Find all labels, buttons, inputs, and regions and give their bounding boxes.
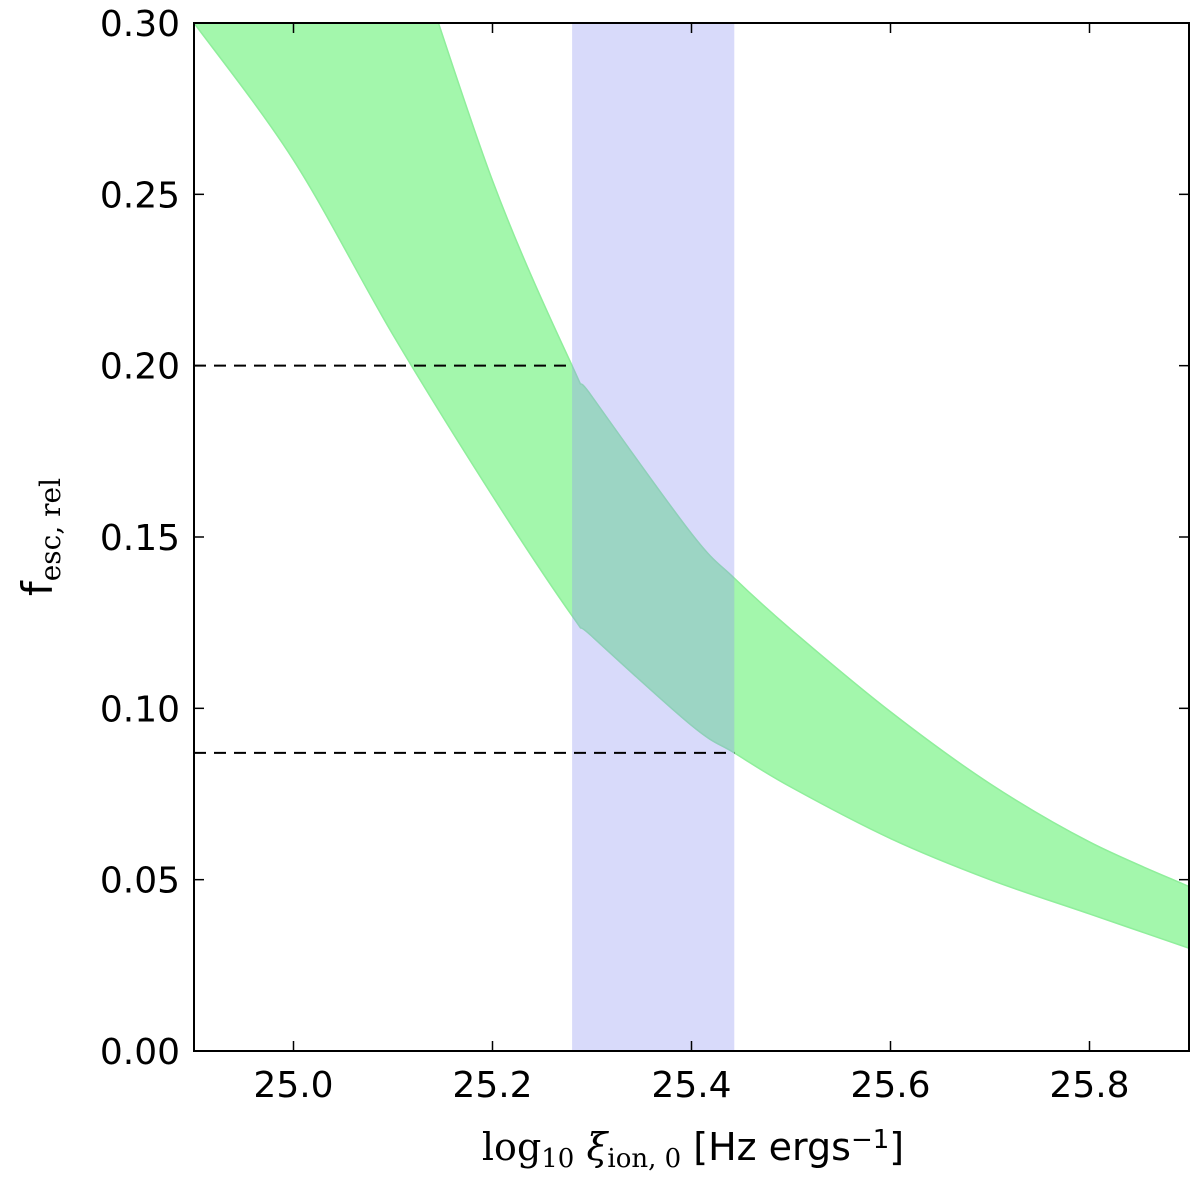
x-axis-label-part: −1 [851,1125,889,1155]
x-tick-label: 25.0 [253,1065,333,1106]
x-tick-label: 25.2 [452,1065,532,1106]
y-axis-label-sub: esc, rel [34,478,67,581]
y-tick-label: 0.25 [100,175,180,216]
x-axis-label-part: ion, 0 [607,1144,681,1174]
x-tick-label: 25.8 [1049,1065,1129,1106]
x-axis-label-part: ξ [574,1125,609,1169]
x-tick-label: 25.4 [651,1065,731,1106]
y-axis-label-main: f [13,580,62,596]
y-tick-label: 0.15 [100,518,180,559]
confidence-band [194,23,1189,949]
y-tick-label: 0.20 [100,347,180,388]
y-tick-label: 0.30 [100,4,180,45]
x-axis-label-part: ] [889,1125,904,1169]
x-axis-label-part: log [482,1125,541,1169]
x-axis-label-part: [Hz ergs [681,1125,851,1169]
x-axis-label-part: 10 [541,1144,574,1174]
y-tick-label: 0.00 [100,1032,180,1073]
xi-ion-span [572,23,735,1051]
y-tick-label: 0.10 [100,689,180,730]
x-axis-label: log10 ξion, 0 [Hz ergs−1] [482,1125,904,1174]
y-axis-label: fesc, rel [13,478,67,596]
y-tick-label: 0.05 [100,861,180,902]
x-tick-label: 25.6 [850,1065,930,1106]
